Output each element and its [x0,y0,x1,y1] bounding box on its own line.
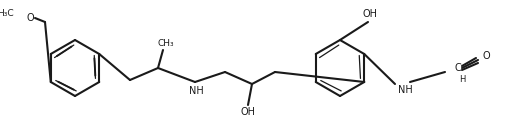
Text: OH: OH [241,107,255,117]
Text: O: O [482,51,490,61]
Text: C: C [455,63,462,73]
Text: NH: NH [189,86,204,96]
Text: O: O [26,13,34,23]
Text: OH: OH [363,9,377,19]
Text: NH: NH [398,85,412,95]
Text: CH₃: CH₃ [158,39,174,48]
Text: H: H [459,75,465,84]
Text: H₃C: H₃C [0,10,14,18]
